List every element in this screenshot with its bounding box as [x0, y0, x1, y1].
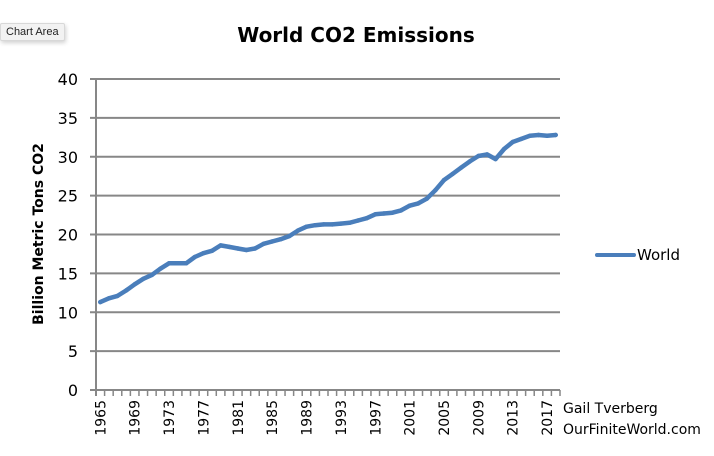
- data-point-2010[interactable]: [484, 152, 490, 157]
- data-point-1993[interactable]: [338, 221, 344, 226]
- series-layer: [98, 132, 558, 305]
- chart-area-tooltip: Chart Area: [0, 23, 65, 41]
- legend-label-world: World: [637, 246, 680, 264]
- data-point-2013[interactable]: [510, 139, 515, 145]
- data-point-2000[interactable]: [398, 208, 404, 213]
- data-point-1990[interactable]: [312, 223, 318, 228]
- x-tick-label: 1985: [265, 400, 281, 436]
- x-tick-label: 1969: [128, 400, 144, 436]
- data-point-2015[interactable]: [527, 133, 533, 138]
- data-point-2008[interactable]: [467, 159, 472, 164]
- data-point-1992[interactable]: [330, 222, 335, 227]
- series-line-world[interactable]: [98, 132, 558, 305]
- x-tick-label: 1965: [93, 400, 109, 436]
- x-tick-label: 1973: [162, 400, 178, 436]
- x-tick-label: 2009: [471, 400, 487, 436]
- data-point-1982[interactable]: [244, 247, 249, 253]
- data-point-1973[interactable]: [166, 261, 172, 266]
- credit-website: OurFiniteWorld.com: [563, 422, 701, 438]
- x-tick-label: 1993: [334, 400, 350, 436]
- data-point-1965[interactable]: [98, 299, 103, 305]
- data-point-1989[interactable]: [304, 224, 309, 229]
- data-point-1984[interactable]: [261, 241, 266, 246]
- data-point-1994[interactable]: [347, 220, 352, 225]
- data-point-1980[interactable]: [227, 244, 232, 250]
- y-tick-label: 0: [68, 381, 78, 400]
- x-axis: 1965 1969 1973 1977 1981 1985 1989 1993 1997 2001…: [93, 79, 561, 436]
- data-point-1991[interactable]: [321, 222, 326, 227]
- data-point-1977[interactable]: [201, 251, 206, 256]
- x-tick-label: 1981: [231, 400, 247, 436]
- data-point-1995[interactable]: [355, 218, 361, 223]
- data-point-2002[interactable]: [416, 201, 421, 206]
- data-point-2012[interactable]: [501, 146, 507, 152]
- data-point-1981[interactable]: [235, 246, 240, 251]
- data-point-1978[interactable]: [209, 248, 215, 253]
- data-point-1974[interactable]: [175, 261, 180, 266]
- data-point-1986[interactable]: [278, 237, 283, 242]
- data-point-2016[interactable]: [536, 132, 541, 138]
- y-tick-label: 10: [58, 303, 78, 322]
- data-point-2003[interactable]: [424, 196, 429, 201]
- data-point-2011[interactable]: [493, 156, 498, 162]
- data-point-1968[interactable]: [123, 288, 129, 293]
- data-point-2014[interactable]: [519, 136, 524, 142]
- y-tick-label: 35: [58, 109, 78, 128]
- data-point-1969[interactable]: [132, 282, 137, 287]
- data-point-1971[interactable]: [149, 272, 155, 278]
- y-tick-label: 5: [68, 342, 78, 361]
- data-point-1979[interactable]: [218, 243, 223, 248]
- data-point-2017[interactable]: [544, 133, 550, 138]
- data-point-1997[interactable]: [373, 212, 378, 217]
- data-point-1970[interactable]: [141, 276, 146, 281]
- data-point-1998[interactable]: [381, 211, 387, 216]
- y-axis-label: Billion Metric Tons CO2: [31, 143, 47, 325]
- y-tick-label: 15: [58, 264, 78, 283]
- x-tick-label: 1997: [368, 400, 384, 436]
- gridlines: [90, 78, 560, 391]
- data-point-2007[interactable]: [459, 165, 464, 170]
- chart-title: World CO2 Emissions: [237, 23, 475, 47]
- data-point-1967[interactable]: [115, 293, 120, 299]
- data-point-1983[interactable]: [252, 246, 258, 251]
- data-point-1996[interactable]: [364, 216, 369, 221]
- data-point-1966[interactable]: [106, 296, 112, 301]
- data-point-2006[interactable]: [450, 171, 455, 177]
- data-point-2001[interactable]: [407, 203, 412, 208]
- data-point-1987[interactable]: [287, 233, 292, 239]
- credit-author: Gail Tverberg: [563, 401, 658, 417]
- x-tick-label: 2013: [506, 400, 522, 436]
- data-point-2005[interactable]: [441, 177, 447, 183]
- x-tick-label: 1977: [196, 400, 212, 436]
- x-tick-label: 2017: [540, 400, 556, 436]
- data-point-1985[interactable]: [269, 239, 275, 244]
- data-point-1972[interactable]: [158, 266, 163, 271]
- y-tick-label: 40: [58, 70, 78, 89]
- legend[interactable]: World: [595, 246, 680, 264]
- x-tick-label: 2005: [437, 400, 453, 436]
- data-point-1975[interactable]: [184, 261, 189, 266]
- y-axis-tick-labels: 0 5 10 15 20 25 30 35 40: [58, 70, 78, 400]
- y-tick-label: 30: [58, 148, 78, 167]
- x-tick-label: 1989: [300, 400, 316, 436]
- x-tick-label: 2001: [403, 400, 419, 436]
- y-tick-label: 20: [58, 226, 78, 245]
- y-tick-label: 25: [58, 187, 78, 206]
- data-point-2009[interactable]: [476, 153, 481, 159]
- data-point-2018[interactable]: [553, 132, 558, 138]
- data-point-2004[interactable]: [433, 188, 438, 193]
- data-point-1976[interactable]: [192, 254, 197, 260]
- data-point-1988[interactable]: [295, 228, 301, 233]
- data-point-1999[interactable]: [390, 210, 395, 215]
